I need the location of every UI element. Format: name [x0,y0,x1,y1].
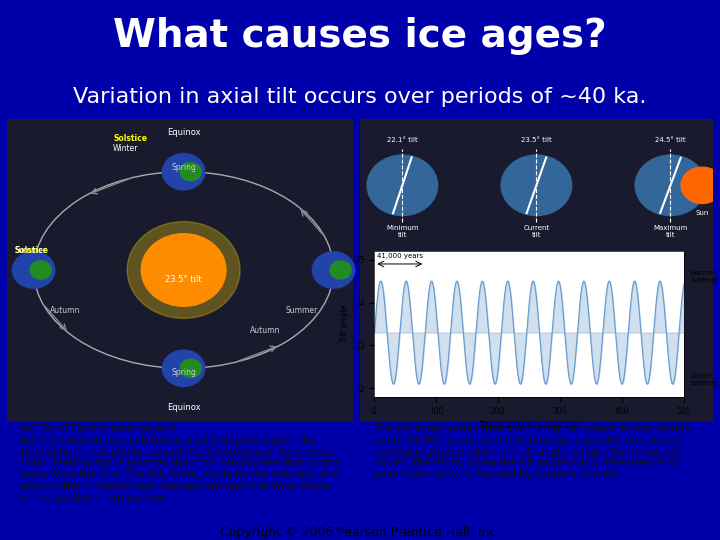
Text: What causes ice ages?: What causes ice ages? [113,17,607,55]
Circle shape [367,155,438,215]
Text: Copyright © 2006 Pearson Prentice Hall, Inc.: Copyright © 2006 Pearson Prentice Hall, … [220,526,500,539]
Circle shape [127,221,240,319]
Text: Equinox: Equinox [167,403,200,412]
Text: Current
tilt: Current tilt [523,225,549,238]
Circle shape [163,350,204,387]
Text: 41,000 years: 41,000 years [377,253,423,259]
Circle shape [312,252,355,288]
Text: Sun: Sun [696,210,709,215]
Text: Summer: Summer [285,306,318,315]
Text: (a) Tilt of Earth's rotation axis
Earth's rotation axis is tilted at a 23.5 degr: (a) Tilt of Earth's rotation axis Earth'… [22,423,340,503]
Text: Winter: Winter [113,134,138,153]
Circle shape [141,234,226,306]
Circle shape [681,167,720,204]
Text: Summer: Summer [14,235,47,255]
Text: 23.5° tilt: 23.5° tilt [521,137,552,143]
X-axis label: Thousands of years ago: Thousands of years ago [479,421,580,430]
Text: Variation in axial tilt occurs over periods of ~40 ka.: Variation in axial tilt occurs over peri… [73,87,647,107]
Y-axis label: Tilt angle: Tilt angle [341,305,349,343]
Text: 24.5° tilt: 24.5° tilt [655,137,685,143]
Text: Maximum
tilt: Maximum tilt [653,225,688,238]
Text: Autumn: Autumn [250,326,280,335]
Circle shape [30,261,51,279]
Text: Solstice: Solstice [113,134,147,143]
Circle shape [501,155,572,215]
Text: Spring: Spring [171,368,196,377]
Circle shape [330,261,351,279]
Text: Colder
summer: Colder summer [690,373,719,386]
Text: Minimum
tilt: Minimum tilt [386,225,418,238]
Circle shape [12,252,55,288]
Circle shape [163,153,204,190]
Text: Solstice: Solstice [14,246,48,255]
Circle shape [180,163,201,181]
Circle shape [635,155,706,215]
Text: Warmer
summer: Warmer summer [690,271,719,284]
Text: 22.1° tilt: 22.1° tilt [387,137,418,143]
FancyBboxPatch shape [360,119,713,421]
Text: Equinox: Equinox [167,128,200,137]
FancyBboxPatch shape [7,119,353,421]
Text: Spring: Spring [171,163,196,172]
Text: Autumn: Autumn [50,306,80,315]
Text: 23.5° tilt: 23.5° tilt [166,274,202,284]
Text: The tilt angle varies from low to high and back to low values
every 41,000 years: The tilt angle varies from low to high a… [374,423,690,480]
Circle shape [180,359,201,377]
